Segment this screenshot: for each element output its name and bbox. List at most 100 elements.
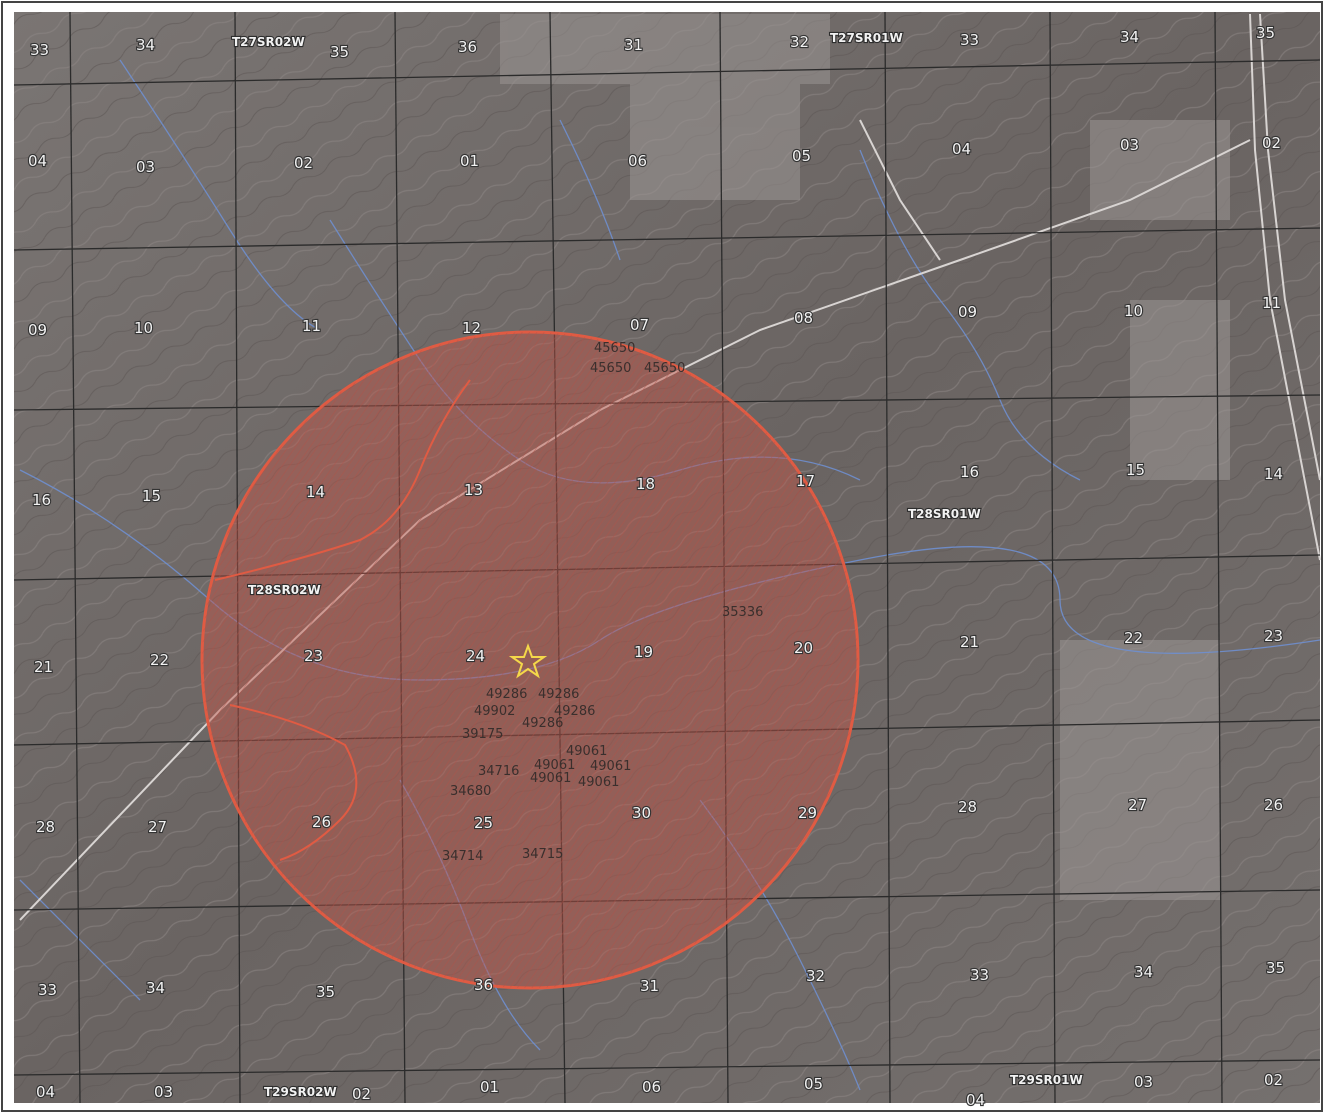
section-label: 23 (1264, 627, 1283, 645)
section-label: 35 (330, 43, 349, 61)
section-label: 19 (634, 643, 653, 661)
section-label: 03 (154, 1083, 173, 1101)
well-label: 49061 (590, 759, 631, 774)
well-label: 49286 (538, 687, 579, 702)
section-label: 21 (960, 633, 979, 651)
well-label: 39175 (462, 727, 503, 742)
section-label: 09 (28, 321, 47, 339)
section-label: 27 (1128, 796, 1147, 814)
section-label: 26 (312, 813, 331, 831)
section-label: 01 (460, 152, 479, 170)
section-label: 04 (966, 1091, 985, 1109)
section-label: 36 (458, 38, 477, 56)
section-label: 31 (640, 977, 659, 995)
section-label: 06 (642, 1078, 661, 1096)
section-label: 29 (798, 804, 817, 822)
section-label: 20 (794, 639, 813, 657)
section-label: 26 (1264, 796, 1283, 814)
section-label: 03 (1134, 1073, 1153, 1091)
section-label: 05 (804, 1075, 823, 1093)
section-label: 16 (960, 463, 979, 481)
section-label: 10 (134, 319, 153, 337)
section-label: 31 (624, 36, 643, 54)
section-label: 28 (36, 818, 55, 836)
section-label: 07 (630, 316, 649, 334)
section-label: 35 (1266, 959, 1285, 977)
township-label: T29SR02W (264, 1085, 337, 1099)
well-label: 49061 (534, 758, 575, 773)
urban-areas (500, 14, 1230, 900)
section-label: 03 (136, 158, 155, 176)
section-label: 34 (1134, 963, 1153, 981)
section-label: 34 (146, 979, 165, 997)
section-label: 14 (306, 483, 325, 501)
section-label: 02 (352, 1085, 371, 1103)
well-label: 45650 (590, 361, 631, 376)
star-icon (508, 643, 548, 679)
well-label: 49286 (522, 716, 563, 731)
section-label: 36 (474, 976, 493, 994)
section-label: 09 (958, 303, 977, 321)
well-label: 34680 (450, 784, 491, 799)
well-label: 45650 (594, 341, 635, 356)
section-label: 32 (806, 967, 825, 985)
section-label: 33 (970, 966, 989, 984)
section-label: 25 (474, 814, 493, 832)
section-label: 04 (36, 1083, 55, 1101)
township-label: T28SR01W (908, 507, 981, 521)
section-label: 24 (466, 647, 485, 665)
section-label: 11 (1262, 294, 1281, 312)
section-label: 21 (34, 658, 53, 676)
well-label: 49286 (486, 687, 527, 702)
section-label: 15 (1126, 461, 1145, 479)
section-label: 27 (148, 818, 167, 836)
section-label: 22 (1124, 629, 1143, 647)
well-label: 35336 (722, 605, 763, 620)
section-label: 32 (790, 33, 809, 51)
section-label: 17 (796, 472, 815, 490)
township-label: T27SR02W (232, 35, 305, 49)
section-label: 18 (636, 475, 655, 493)
well-label: 49061 (566, 744, 607, 759)
section-label: 11 (302, 317, 321, 335)
section-label: 02 (1264, 1071, 1283, 1089)
section-label: 04 (952, 140, 971, 158)
section-label: 34 (1120, 28, 1139, 46)
buffer-zone-hatch (202, 332, 858, 988)
section-label: 04 (28, 152, 47, 170)
section-label: 12 (462, 319, 481, 337)
well-label: 34716 (478, 764, 519, 779)
section-label: 22 (150, 651, 169, 669)
township-label: T29SR01W (1010, 1073, 1083, 1087)
well-label: 45650 (644, 361, 685, 376)
well-label: 34715 (522, 847, 563, 862)
section-label: 14 (1264, 465, 1283, 483)
section-label: 28 (958, 798, 977, 816)
section-label: 30 (632, 804, 651, 822)
section-label: 35 (1256, 24, 1275, 42)
township-label: T27SR01W (830, 31, 903, 45)
section-label: 10 (1124, 302, 1143, 320)
well-label: 49286 (554, 704, 595, 719)
section-label: 16 (32, 491, 51, 509)
section-label: 33 (38, 981, 57, 999)
section-label: 01 (480, 1078, 499, 1096)
well-label: 34714 (442, 849, 483, 864)
well-label: 49902 (474, 704, 515, 719)
section-label: 06 (628, 152, 647, 170)
section-label: 34 (136, 36, 155, 54)
section-label: 33 (960, 31, 979, 49)
township-label: T28SR02W (248, 583, 321, 597)
section-label: 13 (464, 481, 483, 499)
section-label: 05 (792, 147, 811, 165)
section-label: 08 (794, 309, 813, 327)
section-label: 02 (1262, 134, 1281, 152)
well-label: 49061 (530, 771, 571, 786)
section-label: 02 (294, 154, 313, 172)
section-label: 03 (1120, 136, 1139, 154)
well-label: 49061 (578, 775, 619, 790)
buffer-subarea-boundaries (214, 379, 471, 861)
section-label: 33 (30, 41, 49, 59)
section-label: 23 (304, 647, 323, 665)
